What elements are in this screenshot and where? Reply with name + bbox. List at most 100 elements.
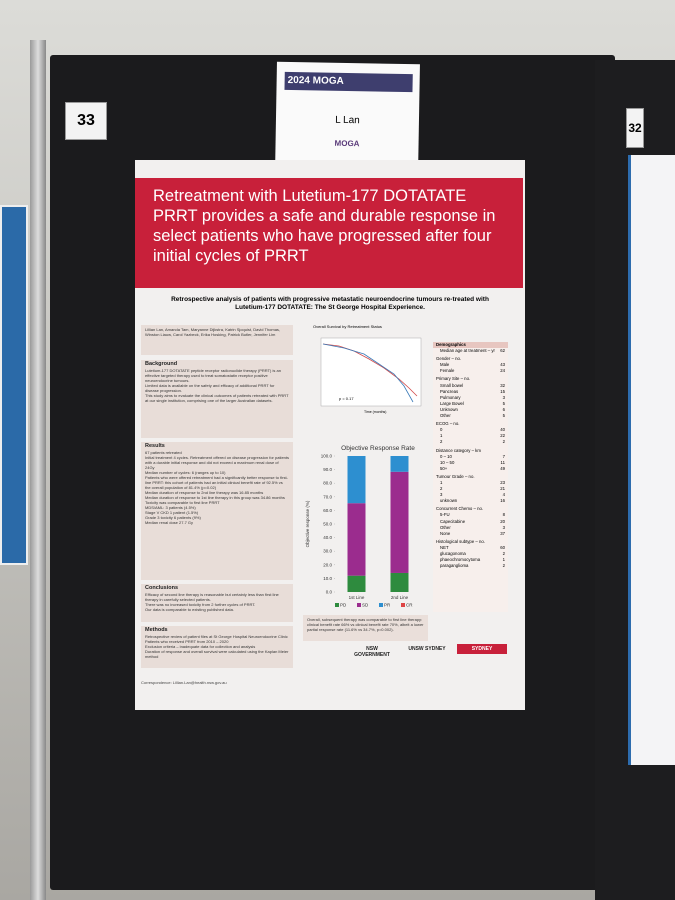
demographics-cell: 10 – 50 xyxy=(440,459,455,465)
demographics-cell: NET xyxy=(440,544,449,550)
section: Background Lutetium-177 DOTATATE peptide … xyxy=(141,360,293,438)
section-line: Grade 3 toxicity 6 patients (9%) xyxy=(145,515,201,520)
y-tick-label: 20.0 xyxy=(323,562,332,567)
demographics-cell: 5 xyxy=(502,413,505,419)
logo: NSW GOVERNMENT xyxy=(354,646,390,658)
y-tick-label: 0.0 xyxy=(326,590,333,595)
survival-chart: Overall Survival by Retreatment Status p… xyxy=(313,324,422,414)
demographics-cell: 4 xyxy=(502,492,505,498)
y-tick-label: 90.0 xyxy=(323,467,332,472)
demographics-row: glucagonoma 2 xyxy=(436,551,505,557)
bar-segment xyxy=(390,572,409,592)
demographics-row: 0 – 10 7 xyxy=(436,454,505,460)
logo: SYDNEY xyxy=(457,644,507,654)
demographics-cell: 2 xyxy=(440,439,443,445)
summary: Overall, subsequent therapy was comparab… xyxy=(303,615,428,641)
section-line: Toxicity was comparable to first line PR… xyxy=(145,500,220,505)
demographics-row: unknown 16 xyxy=(436,498,505,504)
demographics-cell: Female xyxy=(440,368,455,374)
demographics-row: Other 3 xyxy=(436,525,505,531)
survival-pvalue: p = 0.17 xyxy=(339,396,354,401)
section-line: There was no increased toxicity from 2 f… xyxy=(145,602,256,607)
demographics-cell: Male xyxy=(440,362,450,368)
section-line: This study aims to evaluate the clinical… xyxy=(145,393,289,403)
demographics-row: Concurrent Chemo – no. xyxy=(436,506,505,512)
demographics-row: Distance category – km xyxy=(436,448,505,454)
demographics-cell: 1 xyxy=(440,479,443,485)
poster: Retreatment with Lutetium-177 DOTATATE P… xyxy=(135,160,525,710)
demographics-row: None 37 xyxy=(436,531,505,537)
right-poster xyxy=(628,155,675,765)
demographics-cell: 11 xyxy=(500,459,505,465)
section-line: Median renal dose 27.7 Gy xyxy=(145,520,194,525)
section: Results 67 patients retreated Initial trea… xyxy=(141,442,293,580)
demographics-row: Female 24 xyxy=(436,368,505,374)
demographics-row: Gender – no. xyxy=(436,356,505,362)
x-tick-label: 2nd Line xyxy=(391,595,409,600)
demographics-cell: Pulmonary xyxy=(440,394,461,400)
demographics-cell: 3 xyxy=(502,394,505,400)
demographics-row: Tumour Grade – no. xyxy=(436,474,505,480)
demographics-row: Pancreas 15 xyxy=(436,389,505,395)
demographics-cell: Tumour Grade – no. xyxy=(436,473,475,479)
demographics-cell: 0 – 10 xyxy=(440,453,452,459)
poster-title: Retreatment with Lutetium-177 DOTATATE P… xyxy=(135,178,523,288)
logos: NSW GOVERNMENT UNSW SYDNEY SYDNEY xyxy=(307,630,517,670)
legend-swatch xyxy=(401,603,405,607)
sections: Background Lutetium-177 DOTATATE peptide … xyxy=(141,360,293,670)
demographics-heading: Demographics xyxy=(433,342,508,349)
section-line: Median duration of response to 2nd line … xyxy=(145,490,264,495)
demographics-row: 2 21 xyxy=(436,486,505,492)
demographics-cell: Pancreas xyxy=(440,388,459,394)
demographics-cell: 16 xyxy=(500,498,505,504)
section-heading: Background xyxy=(145,361,178,367)
demographics-cell: Small bowel xyxy=(440,382,464,388)
demographics-cell: Distance category – km xyxy=(436,447,481,453)
left-poster xyxy=(0,205,28,565)
demographics-row: 50+ 49 xyxy=(436,466,505,472)
chart-title: Objective Response Rate xyxy=(341,445,415,452)
demographics-cell: 37 xyxy=(500,530,505,536)
demographics-cell: 2 xyxy=(440,486,443,492)
demographics-cell: 5-FU xyxy=(440,512,450,518)
demographics-cell: 49 xyxy=(500,465,505,471)
demographics-row: Large Bowel 5 xyxy=(436,401,505,407)
demographics-cell: 1 xyxy=(502,557,505,563)
bar-segment xyxy=(347,456,366,504)
demographics-cell: 1 xyxy=(440,433,443,439)
demographics-row: Capecitabine 20 xyxy=(436,519,505,525)
authors: Lillian Lan, Amanda Tam, Maryanne Dijkst… xyxy=(141,325,293,355)
demographics-row: paraganglioma 2 xyxy=(436,563,505,569)
bar-segment xyxy=(347,503,366,576)
section-line: Duration of response and overall surviva… xyxy=(145,649,289,659)
y-tick-label: 50.0 xyxy=(323,522,332,527)
demographics-cell: 3 xyxy=(502,524,505,530)
demographics-row: 5-FU 8 xyxy=(436,512,505,518)
legend-swatch xyxy=(357,603,361,607)
legend-label: PD xyxy=(340,603,347,608)
demographics-row: Median age at treatment – yr 62 xyxy=(436,348,505,354)
orr-chart: Objective Response Rate Objective respons… xyxy=(305,445,415,608)
y-axis-label: Objective response (%) xyxy=(305,500,310,547)
section-line: Median number of cycles: 6 (ranges up to… xyxy=(145,470,226,475)
demographics-row: Male 43 xyxy=(436,362,505,368)
demographics-cell: glucagonoma xyxy=(440,551,466,556)
demographics-cell: 2 xyxy=(502,551,505,556)
demographics-row: 10 – 50 11 xyxy=(436,460,505,466)
section-line: Initial treatment 4 cycles. Retreatment … xyxy=(145,455,290,470)
demographics-cell: Capecitabine xyxy=(440,518,466,524)
demographics-cell: 32 xyxy=(500,382,505,388)
demographics-row: NET 60 xyxy=(436,545,505,551)
legend-label: SD xyxy=(362,603,369,608)
poster-subtitle: Retrospective analysis of patients with … xyxy=(171,296,489,311)
demographics-row: ECOG – no. xyxy=(436,421,505,427)
demographics-cell: Large Bowel xyxy=(440,400,464,406)
demographics-cell: paraganglioma xyxy=(440,563,469,569)
demographics-cell: unknown xyxy=(440,498,458,504)
section: Conclusions Efficacy of second line thera… xyxy=(141,584,293,622)
neighbor-number: 32 xyxy=(626,108,644,148)
demographics-cell: Other xyxy=(440,413,451,419)
demographics-cell: 15 xyxy=(500,388,505,394)
